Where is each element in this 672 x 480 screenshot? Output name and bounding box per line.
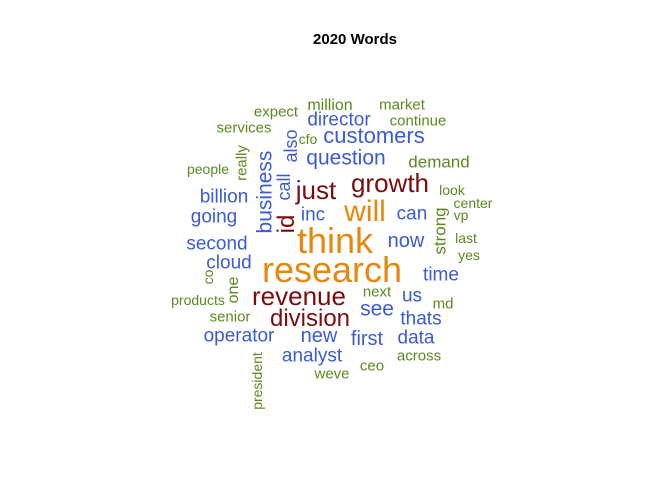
cloud-word: also [281,129,301,163]
cloud-word: really [233,145,251,181]
cloud-word: co [200,269,216,285]
cloud-word: billion [199,186,249,208]
cloud-word: center [453,195,493,211]
cloud-word: across [396,347,442,365]
cloud-word: analyst [281,345,343,367]
cloud-word: now [387,230,425,252]
cloud-word: strong [430,207,450,255]
cloud-word: director [307,109,371,131]
cloud-word: president [249,352,265,410]
cloud-word: new [300,325,338,347]
cloud-word: ceo [359,357,385,375]
cloud-word: cloud [206,252,252,274]
cloud-word: call [274,173,294,201]
cloud-word: will [344,195,386,228]
cloud-word: look [439,182,465,198]
cloud-word: cfo [298,131,318,147]
cloud-word: last [455,230,477,246]
cloud-word: senior [209,308,251,326]
cloud-word: first [350,328,384,350]
cloud-word: products [171,292,225,308]
cloud-word: division [269,305,351,332]
cloud-word: inc [300,204,326,226]
cloud-word: revenue [252,281,346,311]
cloud-word: id [273,214,300,234]
cloud-word: customers [323,123,425,148]
cloud-word: services [216,119,272,137]
cloud-word: see [360,297,394,321]
cloud-word: second [186,233,248,255]
cloud-word: one [225,276,242,304]
cloud-word: think [296,220,374,261]
cloud-word: us [401,285,423,307]
cloud-word: demand [408,152,470,172]
cloud-word: thats [400,308,442,330]
cloud-word: growth [350,168,430,198]
cloud-word: weve [314,365,350,383]
cloud-word: continue [389,112,447,130]
cloud-word: can [396,203,428,225]
cloud-word: md [432,295,454,313]
cloud-word: just [295,175,337,205]
cloud-word: data [397,327,435,349]
cloud-word: people [186,161,230,177]
cloud-word: vp [453,207,469,223]
cloud-word: next [362,283,392,301]
cloud-word: market [379,96,425,114]
cloud-word: million [307,97,353,114]
chart-title: 2020 Words [313,31,397,48]
cloud-word: going [190,206,238,228]
cloud-word: expect [253,103,299,121]
cloud-word: question [306,146,386,170]
cloud-word: business [253,150,277,234]
cloud-word: research [261,249,403,290]
cloud-word: operator [203,325,275,347]
cloud-word: time [423,264,459,286]
cloud-word: yes [458,247,480,263]
